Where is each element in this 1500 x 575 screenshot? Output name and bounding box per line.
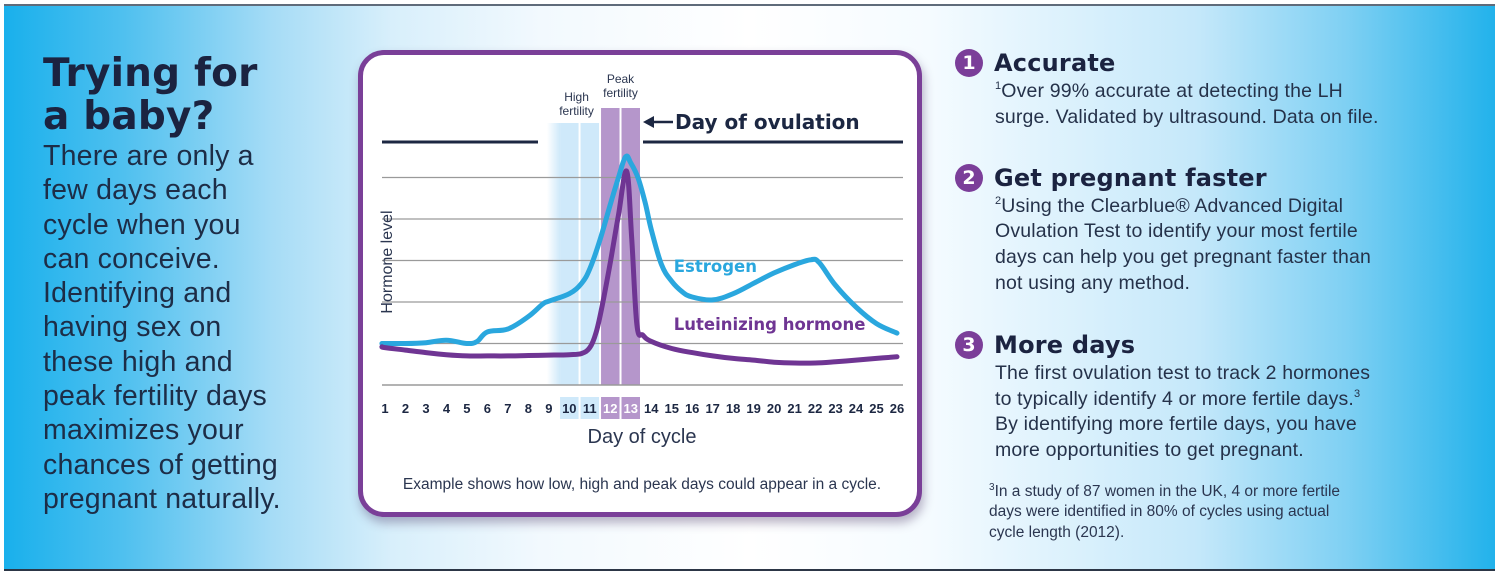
high-fertility-label-line-1: High — [564, 90, 589, 104]
benefit-body-line: By identifying more fertile days, you ha… — [995, 413, 1357, 436]
intro-body-line: can conceive. — [43, 242, 220, 275]
high-fertility-label-line-2: fertility — [559, 104, 594, 118]
intro-body-line: maximizes your — [43, 414, 244, 447]
footnote-marker: 3 — [1353, 387, 1361, 400]
high-fertility-tick-bg-10 — [560, 397, 579, 419]
x-tick-label: 26 — [890, 401, 904, 416]
x-tick-label: 18 — [726, 401, 740, 416]
gridlines — [382, 140, 903, 386]
series-label-estrogen: Estrogen — [674, 257, 757, 276]
footnote-marker: 2 — [995, 194, 1002, 207]
x-tick-label: 12 — [603, 401, 617, 416]
x-tick-label: 14 — [644, 401, 659, 416]
x-tick-label: 19 — [746, 401, 760, 416]
x-tick-label: 15 — [664, 401, 678, 416]
x-tick-label: 23 — [828, 401, 842, 416]
benefit-body-line: to typically identify 4 or more fertile … — [995, 387, 1354, 410]
number-badge-icon: 1 — [955, 49, 983, 77]
intro-body-line: few days each — [43, 174, 228, 207]
benefit-body: 1Over 99% accurate at detecting the LH s… — [995, 79, 1485, 131]
benefits-list: 1 Accurate 1Over 99% accurate at detecti… — [955, 47, 1485, 543]
high-fertility-band-day-10 — [560, 123, 579, 385]
benefit-body-line: more opportunities to get pregnant. — [995, 439, 1304, 462]
study-footnote: 3In a study of 87 women in the UK, 4 or … — [989, 482, 1485, 544]
benefit-title: Get pregnant faster — [994, 163, 1267, 192]
benefit-get-pregnant-faster: 2 Get pregnant faster 2Using the Clearbl… — [955, 162, 1485, 297]
x-tick-label: 21 — [787, 401, 801, 416]
footnote-line: days were identified in 80% of cycles us… — [989, 503, 1330, 521]
series-labels: Estrogen Luteinizing hormone — [674, 257, 866, 334]
intro-body-line: There are only a — [43, 140, 254, 172]
x-tick-label: 9 — [545, 401, 552, 416]
arrow-left-icon — [643, 116, 654, 128]
benefit-body-line: Using the Clearblue® Advanced Digital — [1001, 194, 1344, 217]
high-fertility-tick-bg-11 — [580, 397, 600, 419]
x-axis-label: Day of cycle — [588, 426, 697, 448]
intro-block: Trying for a baby? There are only a few … — [43, 52, 363, 516]
intro-body-line: Identifying and — [43, 277, 232, 310]
intro-body-line: cycle when you — [43, 208, 241, 241]
x-tick-label: 5 — [463, 401, 470, 416]
chart-caption: Example shows how low, high and peak day… — [403, 476, 881, 493]
peak-fertility-tick-bg-12 — [601, 397, 620, 419]
high-fertility-band-day-11 — [580, 123, 600, 385]
number-badge-icon: 2 — [955, 163, 983, 192]
intro-body: There are only a few days each cycle whe… — [43, 139, 363, 516]
benefit-title: More days — [994, 330, 1136, 359]
day-of-ovulation-label: Day of ovulation — [675, 110, 860, 134]
benefit-title: Accurate — [994, 49, 1116, 77]
x-tick-label: 13 — [624, 401, 638, 416]
x-tick-label: 2 — [402, 401, 409, 416]
x-tick-label: 7 — [504, 401, 511, 416]
benefit-body-line: The first ovulation test to track 2 horm… — [995, 361, 1371, 384]
benefit-body: 2Using the Clearblue® Advanced Digital O… — [995, 194, 1485, 297]
x-tick-label: 24 — [849, 401, 864, 416]
x-tick-label: 22 — [808, 401, 822, 416]
series-line-estrogen — [379, 153, 900, 347]
benefit-body-line: Ovulation Test to identify your most fer… — [995, 220, 1358, 243]
series-lines — [379, 153, 900, 366]
series-label-luteinizing-hormone: Luteinizing hormone — [674, 315, 866, 334]
intro-body-line: having sex on — [43, 311, 222, 344]
x-tick-label: 16 — [685, 401, 699, 416]
peak-fertility-label-line-1: Peak — [607, 72, 635, 86]
benefit-accurate: 1 Accurate 1Over 99% accurate at detecti… — [955, 47, 1485, 131]
x-tick-labels: 1 2 3 4 5 6 7 8 9 10 11 12 13 14 15 16 17 18 19 20 21 22 23 24 2… — [381, 401, 904, 416]
x-tick-label: 25 — [869, 401, 883, 416]
x-tick-label: 1 — [381, 401, 388, 416]
footnote-line: In a study of 87 women in the UK, 4 or m… — [994, 482, 1341, 500]
intro-title: Trying for a baby? — [43, 52, 363, 138]
footnote-marker: 1 — [995, 80, 1002, 92]
benefit-body-line: days can help you get pregnant faster th… — [995, 246, 1371, 269]
high-fertility-band-fade — [546, 123, 561, 385]
intro-title-line-1: Trying for — [43, 51, 258, 96]
series-line-luteinizing-hormone — [379, 168, 900, 366]
x-tick-label: 8 — [525, 401, 532, 416]
x-tick-label: 3 — [422, 401, 429, 416]
intro-body-line: chances of getting — [43, 448, 278, 481]
benefit-body-line: surge. Validated by ultrasound. Data on … — [995, 105, 1379, 128]
benefit-body-line: Over 99% accurate at detecting the LH — [1001, 80, 1343, 102]
intro-title-line-2: a baby? — [43, 94, 215, 139]
x-tick-label: 20 — [767, 401, 781, 416]
footnote-line: cycle length (2012). — [989, 523, 1125, 541]
intro-body-line: pregnant naturally. — [43, 482, 281, 515]
x-tick-label: 4 — [443, 401, 451, 416]
x-tick-label: 17 — [705, 401, 719, 416]
number-badge-icon: 3 — [955, 330, 983, 359]
peak-fertility-label-line-2: fertility — [603, 86, 638, 100]
chart-text: High fertility Peak fertility Day of ovu… — [379, 72, 881, 493]
benefit-more-days: 3 More days The first ovulation test to … — [955, 329, 1485, 464]
y-axis-label: Hormone level — [379, 210, 396, 313]
intro-body-line: these high and — [43, 345, 233, 378]
benefit-body: The first ovulation test to track 2 horm… — [995, 361, 1485, 464]
x-tick-label: 6 — [484, 401, 491, 416]
x-tick-label: 11 — [583, 401, 597, 416]
intro-body-line: peak fertility days — [43, 380, 267, 413]
footnote-marker: 3 — [989, 481, 995, 493]
benefit-body-line: not using any method. — [995, 271, 1191, 294]
peak-fertility-tick-bg-13 — [621, 397, 640, 419]
x-tick-label: 10 — [562, 401, 576, 416]
